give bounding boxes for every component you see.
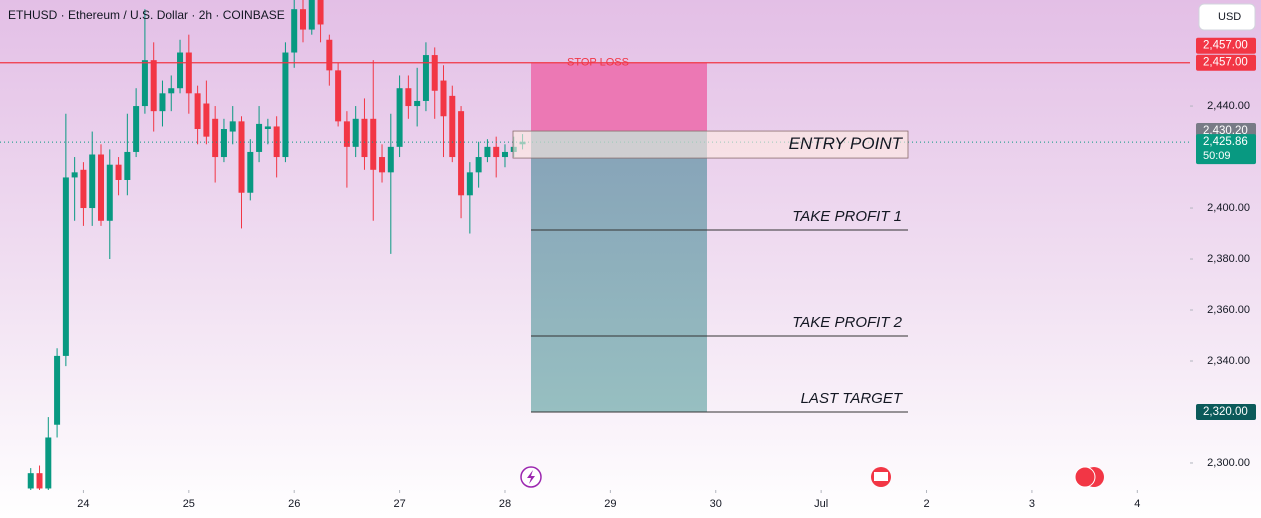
candle-body: [247, 151, 254, 193]
x-tick-label: Jul: [814, 498, 828, 510]
stop-zone: [531, 62, 707, 132]
price-tag-label: 2,457.00: [1203, 40, 1248, 52]
candle-body: [264, 126, 271, 130]
target-label: LAST TARGET: [801, 390, 904, 407]
stop-loss-label: STOP LOSS: [567, 57, 629, 69]
candle-body: [379, 157, 386, 173]
price-tag-label: 2,425.86: [1203, 136, 1248, 148]
candle-body: [133, 106, 140, 152]
y-tick-label: 2,440.00: [1207, 100, 1250, 112]
currency-button[interactable]: [1198, 3, 1256, 31]
price-tag: [1196, 403, 1256, 420]
candle-body: [422, 55, 429, 101]
y-tick-label: 2,380.00: [1207, 253, 1250, 265]
x-tick-label: 27: [393, 498, 405, 510]
candle-body: [291, 9, 298, 53]
price-tag: [1196, 134, 1256, 165]
event-icons: [520, 466, 1104, 488]
candle-body: [36, 473, 43, 489]
candle-body: [414, 100, 421, 107]
candle-body: [343, 121, 350, 147]
candle-body: [387, 146, 394, 173]
candle-body: [115, 164, 122, 180]
currency[interactable]: USD: [1218, 11, 1241, 23]
candle-body: [150, 60, 157, 112]
candle-body: [106, 164, 113, 221]
x-tick-label: 30: [710, 498, 722, 510]
price-tag-label: 2,457.00: [1203, 57, 1248, 69]
candle-body: [54, 355, 61, 425]
candle-body: [45, 437, 52, 489]
candle-body: [370, 118, 377, 170]
candle-body: [396, 88, 403, 147]
candle-body: [440, 80, 447, 117]
x-tick-label: 26: [288, 498, 300, 510]
target-label: TAKE PROFIT 1: [792, 208, 902, 225]
candle-body: [62, 177, 69, 356]
candle-body: [141, 60, 148, 107]
entry-box: [512, 130, 909, 159]
candle-body: [97, 154, 104, 221]
candle-body: [71, 172, 78, 178]
candle-body: [27, 473, 34, 489]
x-tick-label: 24: [77, 498, 89, 510]
candle-body: [185, 52, 192, 94]
candle-body: [501, 151, 508, 158]
candle-body: [80, 169, 87, 209]
candle-body: [352, 118, 359, 147]
candle-body: [203, 103, 210, 137]
candle-body: [458, 111, 465, 196]
candle-body: [159, 93, 166, 112]
candle-body: [256, 123, 263, 152]
chart-title: ETHUSD · Ethereum / U.S. Dollar · 2h · C…: [8, 8, 285, 22]
x-tick-label: 25: [183, 498, 195, 510]
y-tick-label: 2,400.00: [1207, 202, 1250, 214]
candle-body: [484, 146, 491, 158]
candle-body: [475, 157, 482, 173]
candle-body: [431, 55, 438, 91]
x-tick-label: 2: [923, 498, 929, 510]
price-tag: [1196, 54, 1256, 71]
candle-body: [299, 9, 306, 30]
y-tick-label: 2,360.00: [1207, 304, 1250, 316]
candle-body: [124, 151, 131, 180]
candle-body: [229, 121, 236, 132]
candle-body: [212, 118, 219, 158]
candle-body: [449, 95, 456, 158]
x-tick-label: 29: [604, 498, 616, 510]
candle-body: [326, 39, 333, 71]
x-tick-label: 3: [1029, 498, 1035, 510]
x-tick-label: 28: [499, 498, 511, 510]
price-tag: [1196, 37, 1256, 54]
target-zone: [531, 131, 707, 412]
candle-body: [317, 0, 324, 25]
candle-body: [308, 0, 315, 30]
x-tick-label: 4: [1134, 498, 1140, 510]
y-tick-label: 2,300.00: [1207, 457, 1250, 469]
y-tick-label: 2,340.00: [1207, 355, 1250, 367]
candle-body: [177, 52, 184, 89]
entry-label: ENTRY POINT: [789, 134, 904, 153]
candle-body: [335, 70, 342, 122]
candle-body: [220, 129, 227, 158]
candle-body: [168, 88, 175, 94]
candle-body: [361, 118, 368, 158]
candle-body: [466, 172, 473, 196]
price-tag-label: 2,320.00: [1203, 406, 1248, 418]
candle-body: [238, 121, 245, 193]
price-tag-note: 50:09: [1203, 150, 1231, 162]
candle-body: [282, 52, 289, 158]
candle-body: [89, 154, 96, 209]
candle-body: [405, 88, 412, 107]
target-label: TAKE PROFIT 2: [792, 314, 902, 331]
candle-body: [194, 93, 201, 130]
price-tag-label: 2,430.20: [1203, 125, 1248, 137]
candle-body: [493, 146, 500, 158]
